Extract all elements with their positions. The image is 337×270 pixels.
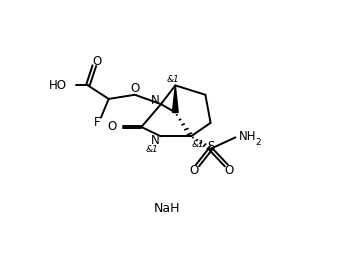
Text: O: O xyxy=(130,82,140,95)
Text: N: N xyxy=(151,134,160,147)
Text: &1: &1 xyxy=(166,75,179,84)
Text: O: O xyxy=(107,120,117,133)
Text: F: F xyxy=(94,116,100,129)
Text: &1: &1 xyxy=(146,145,158,154)
Text: O: O xyxy=(189,164,198,177)
Text: &1: &1 xyxy=(191,140,204,149)
Polygon shape xyxy=(173,85,178,112)
Text: N: N xyxy=(151,94,160,107)
Text: HO: HO xyxy=(49,79,67,92)
Text: S: S xyxy=(208,140,215,153)
Text: NH: NH xyxy=(239,130,257,143)
Text: NaH: NaH xyxy=(154,202,181,215)
Text: 2: 2 xyxy=(256,139,262,147)
Text: O: O xyxy=(92,55,101,68)
Text: O: O xyxy=(224,164,234,177)
